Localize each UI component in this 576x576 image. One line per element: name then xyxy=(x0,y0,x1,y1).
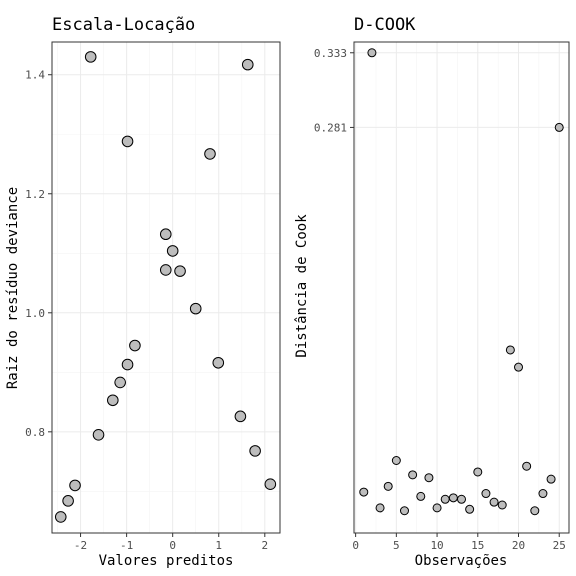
x-axis-label-scale-location: Valores preditos xyxy=(99,553,234,569)
data-point xyxy=(554,122,564,132)
data-point xyxy=(264,478,277,490)
data-point xyxy=(159,264,172,276)
x-tick-label: 1 xyxy=(215,539,222,552)
data-point xyxy=(174,265,186,277)
data-point xyxy=(375,503,385,513)
scale-location-chart: Escala-Locação Valores preditos Raiz do … xyxy=(5,15,281,569)
data-point xyxy=(129,339,141,352)
x-tick-label: 0 xyxy=(169,539,176,552)
panel-border xyxy=(51,41,281,534)
data-point xyxy=(497,500,507,510)
data-point xyxy=(399,506,409,516)
data-point xyxy=(383,481,393,491)
data-point xyxy=(514,362,524,372)
data-point xyxy=(84,51,97,63)
y-tick-label: 1.0 xyxy=(25,307,45,320)
minor-gridlines xyxy=(52,42,280,533)
data-point xyxy=(457,494,466,504)
data-point xyxy=(448,493,458,503)
data-point xyxy=(408,470,418,480)
data-point xyxy=(159,228,172,241)
data-point xyxy=(465,504,475,514)
data-point xyxy=(367,48,377,58)
data-point xyxy=(249,445,261,457)
data-point xyxy=(432,503,442,513)
major-gridlines xyxy=(52,42,280,533)
data-point xyxy=(440,494,450,504)
data-point xyxy=(107,394,119,407)
x-tick-label: 10 xyxy=(430,539,443,552)
data-point xyxy=(241,58,254,71)
data-point xyxy=(166,245,179,257)
data-point xyxy=(391,455,401,465)
data-point xyxy=(424,473,434,483)
data-point xyxy=(530,506,540,516)
y-tick-label: 1.4 xyxy=(25,69,45,82)
y-tick-label: 0.8 xyxy=(25,426,45,439)
data-point xyxy=(416,491,426,501)
panel-border xyxy=(353,41,570,534)
x-tick-label: 15 xyxy=(471,539,484,552)
data-point xyxy=(546,474,556,484)
y-tick-label: 1.2 xyxy=(25,188,45,201)
y-axis-label-scale-location: Raiz do resíduo deviance xyxy=(5,187,21,389)
data-point xyxy=(121,358,134,371)
major-gridlines xyxy=(354,42,569,533)
data-point xyxy=(505,345,515,355)
data-point xyxy=(54,511,67,523)
chart-title-d-cook: D-COOK xyxy=(354,15,416,35)
data-point xyxy=(489,497,499,507)
data-point xyxy=(522,461,532,471)
data-point xyxy=(212,356,225,369)
axis-ticks: -2 -1 0 1 2 0.8 1.0 1.2 1.4 xyxy=(25,69,268,552)
cooks-distance-chart: D-COOK Observações Distância de Cook 0 5 1… xyxy=(294,15,570,569)
x-axis-label-d-cook: Observações xyxy=(415,553,508,569)
data-point xyxy=(481,489,491,499)
chart-title-scale-location: Escala-Locação xyxy=(52,15,195,35)
data-point xyxy=(69,479,81,492)
data-points xyxy=(54,51,277,523)
y-tick-label: 0.281 xyxy=(314,121,347,134)
y-tick-label: 0.333 xyxy=(314,47,347,60)
data-point xyxy=(204,148,216,160)
data-point xyxy=(121,135,134,148)
data-point xyxy=(114,376,126,389)
x-tick-label: 2 xyxy=(261,539,268,552)
data-point xyxy=(189,302,202,315)
data-point xyxy=(359,487,369,497)
y-axis-label-d-cook: Distância de Cook xyxy=(294,214,310,358)
x-tick-label: 5 xyxy=(393,539,400,552)
data-point xyxy=(92,429,105,441)
x-tick-label: 25 xyxy=(553,539,566,552)
x-tick-label: 20 xyxy=(512,539,525,552)
axis-ticks: 0 5 10 15 20 25 0.281 0.333 xyxy=(314,47,566,552)
data-point xyxy=(473,467,483,477)
data-points xyxy=(359,48,564,516)
minor-gridlines xyxy=(375,42,540,533)
data-point xyxy=(538,489,548,499)
x-tick-label: 0 xyxy=(352,539,359,552)
data-point xyxy=(234,410,247,423)
data-point xyxy=(62,495,74,507)
x-tick-label: -1 xyxy=(120,539,133,552)
x-tick-label: -2 xyxy=(74,539,87,552)
